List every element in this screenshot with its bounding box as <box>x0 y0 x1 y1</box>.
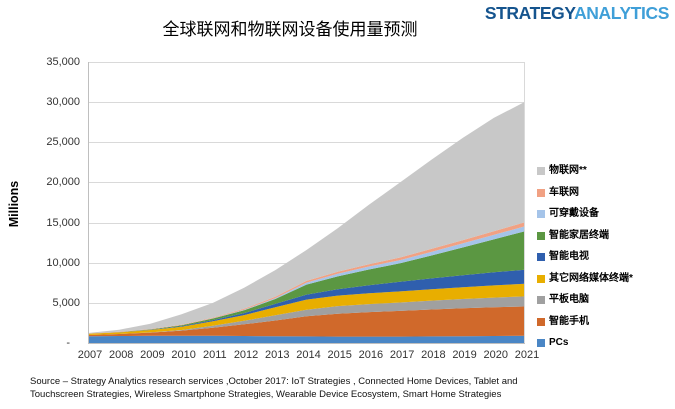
x-tick-label: 2007 <box>77 349 103 361</box>
source-line-2: Touchscreen Strategies, Wireless Smartph… <box>30 389 502 400</box>
area-series-智能电视 <box>88 269 525 334</box>
area-series-物联网** <box>88 101 525 334</box>
x-tick-label: 2016 <box>358 349 384 361</box>
legend-swatch-icon <box>537 231 545 240</box>
y-tick-label: 30,000 <box>46 96 80 109</box>
legend-label: 智能手机 <box>549 315 589 327</box>
y-tick-label: 35,000 <box>46 56 80 68</box>
x-tick-label: 2021 <box>514 349 540 361</box>
x-tick-label: 2011 <box>203 349 227 361</box>
area-series-其它网络媒体终端* <box>88 283 525 335</box>
y-tick-label: - <box>66 337 70 349</box>
plot-area <box>88 62 525 344</box>
x-tick-label: 2013 <box>265 349 290 361</box>
legend-item: 其它网络媒体终端* <box>537 272 633 284</box>
legend-swatch-icon <box>537 274 545 283</box>
source-note: Source – Strategy Analytics research ser… <box>30 375 518 401</box>
logo-analytics-text: ANALYTICS <box>574 3 669 23</box>
legend: 物联网** 车联网可穿戴设备智能家居终端 智能电视其它网络媒体终端* 平板电脑智能手机… <box>537 166 633 360</box>
x-tick-label: 2017 <box>389 349 415 361</box>
legend-swatch-icon <box>537 167 545 175</box>
legend-label: PCs <box>549 337 569 348</box>
x-tick-label: 2010 <box>171 349 196 361</box>
legend-label: 物联网** <box>549 165 587 176</box>
legend-item: 物联网** <box>537 166 633 176</box>
legend-label: 可穿戴设备 <box>549 208 599 219</box>
legend-swatch-icon <box>537 253 545 261</box>
x-tick-label: 2009 <box>140 349 165 361</box>
x-tick-label: 2012 <box>233 349 259 361</box>
legend-item: 平板电脑 <box>537 295 633 305</box>
legend-swatch-icon <box>537 317 545 326</box>
y-tick-label: 25,000 <box>46 136 80 149</box>
legend-swatch-icon <box>537 210 545 218</box>
chart-title: 全球联网和物联网设备使用量预测 <box>162 20 418 40</box>
y-tick-label: 5,000 <box>52 296 80 309</box>
legend-label: 平板电脑 <box>549 294 589 305</box>
x-tick-label: 2018 <box>421 349 446 361</box>
area-series-PCs <box>88 335 525 343</box>
legend-item: 智能电视 <box>537 252 633 262</box>
legend-label: 智能家居终端 <box>549 229 609 241</box>
legend-item: 车联网 <box>537 186 633 198</box>
source-line-1: Source – Strategy Analytics research ser… <box>30 376 518 387</box>
legend-item: PCs <box>537 338 633 348</box>
legend-item: 可穿戴设备 <box>537 209 633 219</box>
y-tick-label: 10,000 <box>46 256 80 269</box>
legend-label: 其它网络媒体终端* <box>549 272 633 284</box>
x-tick-label: 2014 <box>296 349 321 361</box>
legend-item: 智能手机 <box>537 315 633 327</box>
x-tick-label: 2015 <box>327 349 352 361</box>
strategy-analytics-logo: STRATEGYANALYTICS <box>484 3 670 24</box>
x-tick-label: 2019 <box>452 349 477 361</box>
x-tick-label: 2008 <box>108 349 134 361</box>
logo-strategy-text: STRATEGY <box>484 3 575 23</box>
x-tick-label: 2020 <box>483 349 509 361</box>
legend-swatch-icon <box>537 188 545 197</box>
area-series-平板电脑 <box>88 296 525 335</box>
legend-label: 智能电视 <box>549 251 589 262</box>
legend-item: 智能家居终端 <box>537 229 633 241</box>
area-series-智能手机 <box>88 306 525 337</box>
legend-swatch-icon <box>537 296 545 304</box>
y-tick-label: 15,000 <box>46 216 80 229</box>
legend-label: 车联网 <box>549 186 579 198</box>
legend-swatch-icon <box>537 339 545 347</box>
y-tick-label: 20,000 <box>46 176 80 189</box>
